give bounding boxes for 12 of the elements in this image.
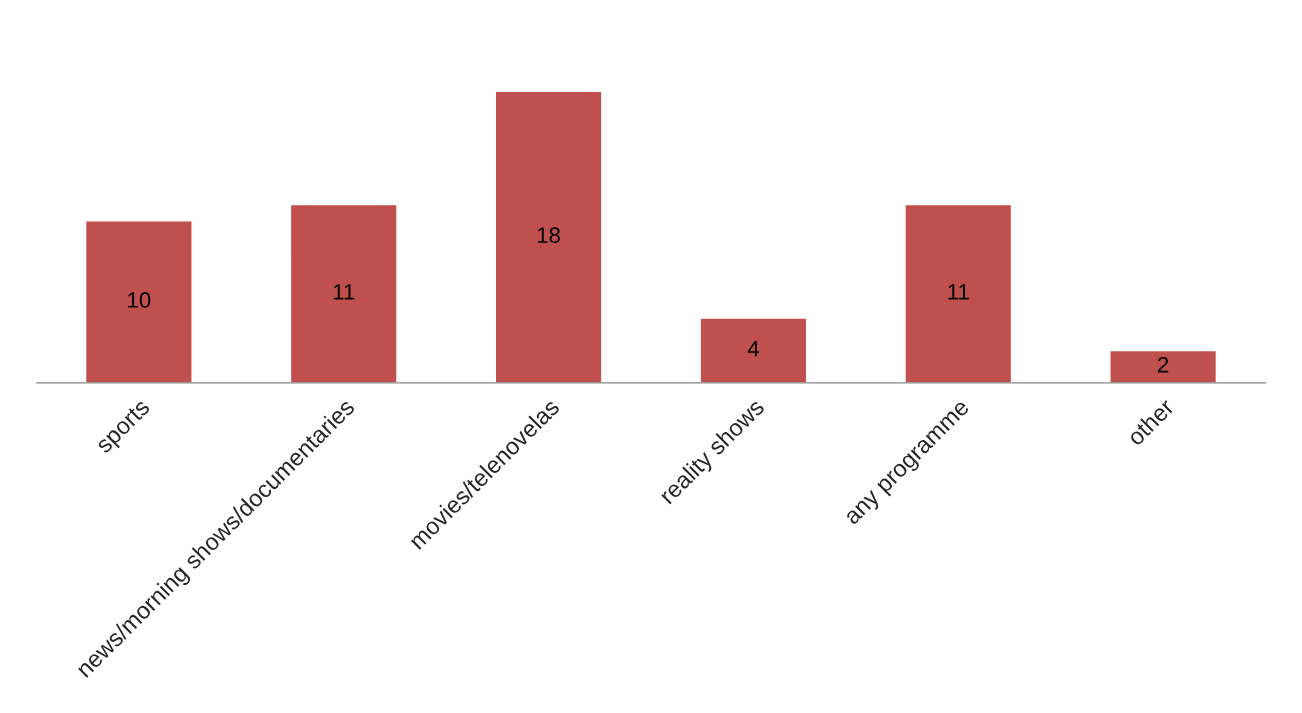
data-label: 11 [333, 284, 355, 300]
data-label: 10 [128, 292, 151, 308]
bar [289, 203, 398, 383]
bar [699, 317, 808, 383]
bar [84, 220, 193, 383]
data-label: 4 [747, 340, 759, 357]
data-label: 2 [1158, 356, 1169, 373]
bar [494, 90, 603, 383]
bar [904, 203, 1013, 383]
data-label: 11 [948, 284, 969, 300]
data-label: 18 [537, 227, 560, 244]
bar [1109, 349, 1218, 383]
